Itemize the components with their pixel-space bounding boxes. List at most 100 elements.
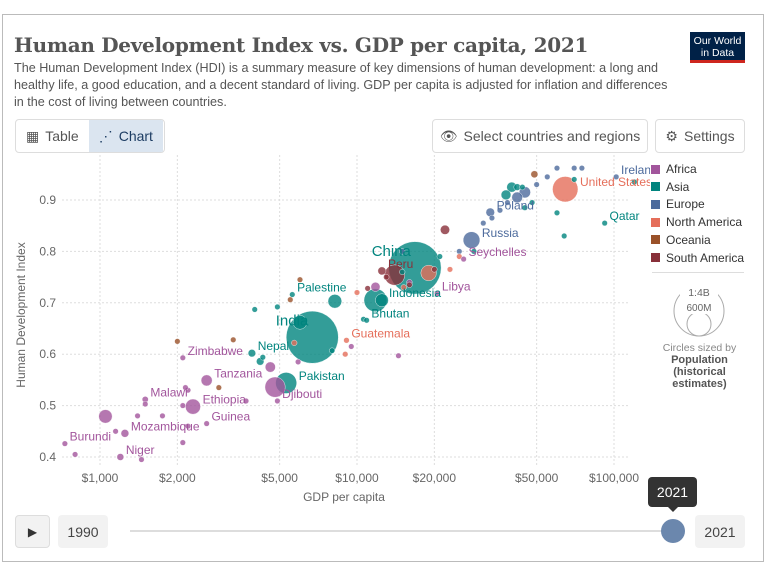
data-point[interactable]	[179, 439, 186, 446]
data-point[interactable]	[112, 428, 119, 435]
data-point[interactable]	[395, 352, 402, 359]
tab-chart[interactable]: ⋰ Chart	[88, 120, 163, 152]
data-point[interactable]	[291, 339, 298, 346]
legend-item[interactable]: Africa	[651, 162, 697, 176]
tab-table[interactable]: ▦ Table	[16, 120, 89, 152]
data-point-russia[interactable]	[462, 231, 481, 249]
data-point[interactable]	[456, 253, 463, 260]
data-point[interactable]	[230, 336, 237, 343]
data-point[interactable]	[470, 248, 477, 255]
data-point[interactable]	[488, 214, 495, 221]
data-point[interactable]	[264, 376, 286, 398]
data-point[interactable]	[446, 266, 453, 273]
data-point-palestine[interactable]	[289, 291, 296, 298]
data-point[interactable]	[364, 285, 371, 292]
data-point[interactable]	[406, 281, 413, 288]
data-point[interactable]	[348, 343, 355, 350]
data-point[interactable]	[511, 191, 523, 204]
data-point[interactable]	[500, 189, 512, 200]
data-point[interactable]	[400, 284, 407, 291]
legend-item[interactable]: Europe	[651, 197, 705, 211]
data-point[interactable]	[521, 204, 528, 211]
data-point[interactable]	[370, 282, 381, 292]
settings-button[interactable]: ⚙ Settings	[655, 119, 745, 153]
data-point[interactable]	[456, 248, 463, 255]
data-point-burundi[interactable]	[61, 440, 68, 447]
data-point-guinea[interactable]	[203, 420, 210, 427]
data-point-djibouti[interactable]	[274, 397, 281, 404]
data-point-guatemala[interactable]	[343, 337, 350, 344]
data-point[interactable]	[504, 199, 511, 206]
data-point[interactable]	[383, 274, 390, 281]
timeline-slider-thumb[interactable]	[661, 519, 685, 543]
data-point[interactable]	[138, 456, 145, 463]
data-point[interactable]	[98, 409, 113, 424]
legend-item[interactable]: North America	[651, 215, 742, 229]
data-point[interactable]	[571, 176, 578, 183]
data-point-niger[interactable]	[116, 453, 125, 461]
play-button[interactable]: ▶	[15, 515, 50, 548]
data-point[interactable]	[179, 402, 186, 409]
data-point-bhutan[interactable]	[363, 317, 370, 324]
select-countries-button[interactable]: 👁 Select countries and regions	[432, 119, 648, 153]
timeline-slider-track[interactable]	[130, 530, 675, 532]
data-point[interactable]	[544, 173, 551, 180]
data-point-united-states[interactable]	[552, 176, 579, 203]
data-point[interactable]	[436, 253, 443, 260]
data-point[interactable]	[292, 315, 308, 330]
data-point[interactable]	[342, 351, 349, 358]
data-point-mozambique[interactable]	[120, 429, 130, 438]
data-point-peru[interactable]	[377, 266, 387, 276]
data-point[interactable]	[354, 289, 361, 296]
data-point[interactable]	[480, 220, 487, 227]
data-point[interactable]	[519, 184, 526, 191]
data-point-ireland[interactable]	[613, 173, 620, 180]
data-point[interactable]	[159, 412, 166, 419]
timeline-end-year[interactable]: 2021	[695, 515, 745, 548]
data-point[interactable]	[561, 232, 568, 239]
data-point[interactable]	[174, 338, 181, 345]
data-point[interactable]	[533, 181, 540, 188]
data-point[interactable]	[530, 170, 539, 179]
data-point-zimbabwe[interactable]	[179, 354, 186, 361]
legend-item[interactable]: South America	[651, 251, 744, 265]
data-point[interactable]	[399, 248, 406, 255]
data-point[interactable]	[182, 384, 189, 391]
data-point[interactable]	[399, 268, 406, 275]
data-point[interactable]	[375, 293, 389, 307]
data-point[interactable]	[496, 207, 503, 214]
timeline-start-year[interactable]: 1990	[58, 515, 108, 548]
data-point[interactable]	[72, 451, 79, 458]
data-point[interactable]	[259, 354, 266, 361]
data-point[interactable]	[571, 165, 578, 172]
data-point[interactable]	[431, 266, 438, 273]
data-point[interactable]	[251, 306, 258, 313]
data-point[interactable]	[440, 224, 450, 235]
data-point[interactable]	[578, 165, 585, 172]
data-point-nepal[interactable]	[247, 349, 256, 358]
data-point-qatar[interactable]	[601, 220, 608, 227]
data-point[interactable]	[264, 361, 276, 373]
legend-item[interactable]: Asia	[651, 180, 689, 194]
owid-logo[interactable]: Our World in Data	[690, 32, 745, 63]
data-point[interactable]	[134, 412, 141, 419]
data-point-seychelles[interactable]	[460, 256, 467, 263]
data-point[interactable]	[295, 358, 302, 365]
data-point[interactable]	[185, 423, 192, 430]
data-point[interactable]	[243, 397, 250, 404]
data-point[interactable]	[327, 294, 342, 309]
data-point[interactable]	[215, 384, 222, 391]
data-point[interactable]	[142, 401, 149, 408]
legend-item[interactable]: Oceania	[651, 233, 711, 247]
data-point[interactable]	[274, 303, 281, 310]
data-point[interactable]	[529, 199, 536, 206]
data-point[interactable]	[329, 347, 336, 354]
data-point[interactable]	[296, 276, 303, 283]
data-point[interactable]	[553, 165, 560, 172]
data-point-libya[interactable]	[434, 290, 441, 297]
data-point-ethiopia[interactable]	[185, 398, 201, 415]
data-point[interactable]	[553, 209, 560, 216]
data-point[interactable]	[287, 296, 294, 303]
data-point[interactable]	[631, 179, 638, 186]
data-point-tanzania[interactable]	[200, 374, 213, 387]
